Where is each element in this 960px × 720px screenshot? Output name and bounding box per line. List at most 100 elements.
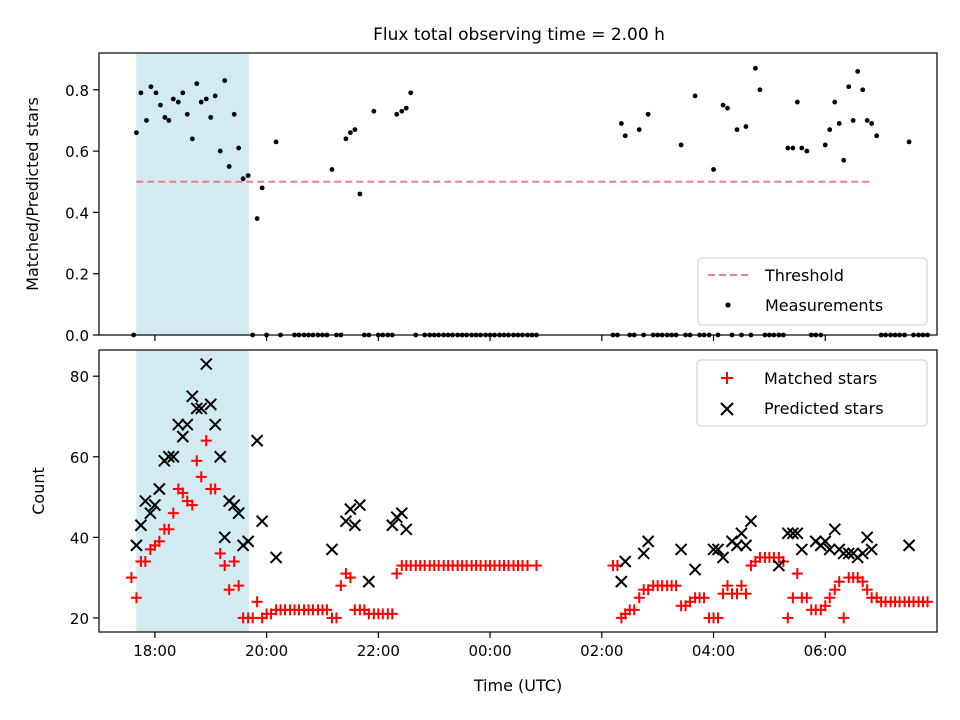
measurement-point xyxy=(864,118,870,123)
predicted-star-point xyxy=(619,555,632,568)
ratio-highlight-span xyxy=(136,53,249,335)
measurement-point xyxy=(348,130,353,136)
measurement-point xyxy=(148,84,154,90)
predicted-star-point xyxy=(200,357,213,371)
measurement-point xyxy=(645,111,651,117)
legend-matched-label: Matched stars xyxy=(764,369,877,388)
matched-star-point xyxy=(139,556,151,567)
measurement-point xyxy=(403,105,409,111)
predicted-star-point xyxy=(339,515,353,528)
y-tick-label: 0.8 xyxy=(65,82,89,100)
count-legend: Matched stars Predicted stars xyxy=(696,359,928,427)
measurement-point xyxy=(822,142,828,148)
measurement-point xyxy=(273,139,279,145)
measurement-point xyxy=(231,111,237,117)
y-tick-label: 0.6 xyxy=(65,143,89,161)
measurement-point xyxy=(399,108,405,114)
predicted-star-point xyxy=(795,543,809,556)
measurement-point xyxy=(785,145,791,151)
predicted-star-point xyxy=(130,539,143,552)
matched-star-point xyxy=(740,588,752,600)
measurement-point xyxy=(240,176,246,182)
legend-measurements-swatch xyxy=(725,302,731,308)
matched-star-point xyxy=(530,560,542,572)
measurement-point xyxy=(194,81,200,87)
predicted-star-point xyxy=(400,523,413,536)
measurement-point xyxy=(869,121,875,126)
predicted-star-point xyxy=(176,430,190,443)
matched-star-point xyxy=(670,580,682,592)
matched-star-point xyxy=(330,612,342,624)
matched-star-point xyxy=(833,576,845,588)
predicted-star-point xyxy=(735,527,748,540)
measurement-point xyxy=(618,121,624,126)
measurement-point xyxy=(799,145,805,151)
matched-star-point xyxy=(633,592,645,604)
measurement-point xyxy=(836,121,842,126)
measurement-point xyxy=(180,90,186,96)
measurement-point xyxy=(790,145,796,151)
count-plot-frame xyxy=(98,349,938,633)
measurement-point xyxy=(236,145,242,151)
predicted-star-point xyxy=(190,402,203,415)
predicted-star-point xyxy=(162,450,176,463)
measurement-point xyxy=(832,99,838,105)
predicted-star-point xyxy=(269,551,283,564)
matched-star-point xyxy=(824,592,836,604)
predicted-star-point xyxy=(856,547,869,560)
predicted-star-point xyxy=(167,450,180,463)
predicted-star-point xyxy=(837,547,850,560)
measurement-point xyxy=(222,78,228,83)
legend-predicted-label: Predicted stars xyxy=(764,399,884,418)
measurement-point xyxy=(860,87,866,93)
measurement-point xyxy=(245,173,251,179)
matched-star-point xyxy=(335,580,347,592)
measurement-point xyxy=(162,114,168,120)
matched-star-point xyxy=(857,576,869,588)
matched-star-point xyxy=(829,584,841,596)
y-tick-label: 60 xyxy=(70,449,89,467)
measurement-point xyxy=(158,102,163,108)
measurement-point xyxy=(138,90,144,96)
predicted-star-point xyxy=(739,539,753,552)
predicted-star-point xyxy=(902,539,916,552)
measurement-point xyxy=(226,164,232,169)
matched-star-point xyxy=(195,471,207,483)
predicted-star-point xyxy=(148,498,162,512)
predicted-star-point xyxy=(181,418,194,431)
matched-star-point xyxy=(861,584,873,596)
measurement-point xyxy=(170,96,176,102)
measurement-point xyxy=(352,127,358,133)
matched-star-point xyxy=(228,556,240,567)
ratio-y-axis-label: Matched/Predicted stars xyxy=(23,97,42,291)
legend-measurements-label: Measurements xyxy=(765,296,883,315)
predicted-star-point xyxy=(637,547,650,560)
x-tick-label: 18:00 xyxy=(133,642,176,660)
predicted-star-point xyxy=(781,527,795,540)
measurement-point xyxy=(827,127,833,133)
measurement-point xyxy=(208,114,214,120)
predicted-star-point xyxy=(786,527,800,540)
predicted-star-point xyxy=(362,575,376,588)
predicted-star-point xyxy=(227,498,241,512)
measurement-point xyxy=(841,157,847,163)
predicted-star-point xyxy=(255,515,269,528)
x-axis-label: Time (UTC) xyxy=(473,676,562,695)
predicted-star-point xyxy=(641,535,655,548)
matched-star-point xyxy=(722,580,733,592)
x-tick-label: 20:00 xyxy=(245,642,288,660)
predicted-star-point xyxy=(819,535,832,548)
predicted-star-point xyxy=(716,551,730,564)
y-tick-label: 0.4 xyxy=(65,204,89,222)
measurement-point xyxy=(846,84,852,90)
y-tick-label: 0.2 xyxy=(65,266,89,284)
predicted-star-point xyxy=(144,506,157,520)
measurement-point xyxy=(692,93,698,99)
measurement-point xyxy=(622,133,628,139)
measurement-point xyxy=(794,99,800,105)
y-tick-label: 40 xyxy=(70,529,89,547)
y-tick-label: 80 xyxy=(70,368,89,386)
matched-star-point xyxy=(791,568,803,580)
legend-predicted-swatch xyxy=(720,402,734,416)
predicted-star-point xyxy=(195,402,208,415)
